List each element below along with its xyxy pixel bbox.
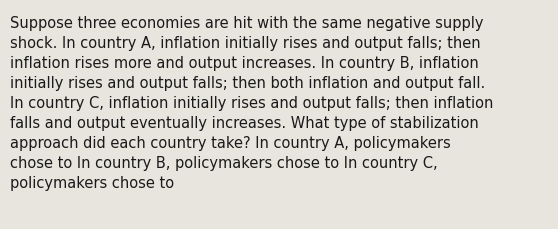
Text: Suppose three economies are hit with the same negative supply
shock. In country : Suppose three economies are hit with the… — [10, 16, 493, 191]
